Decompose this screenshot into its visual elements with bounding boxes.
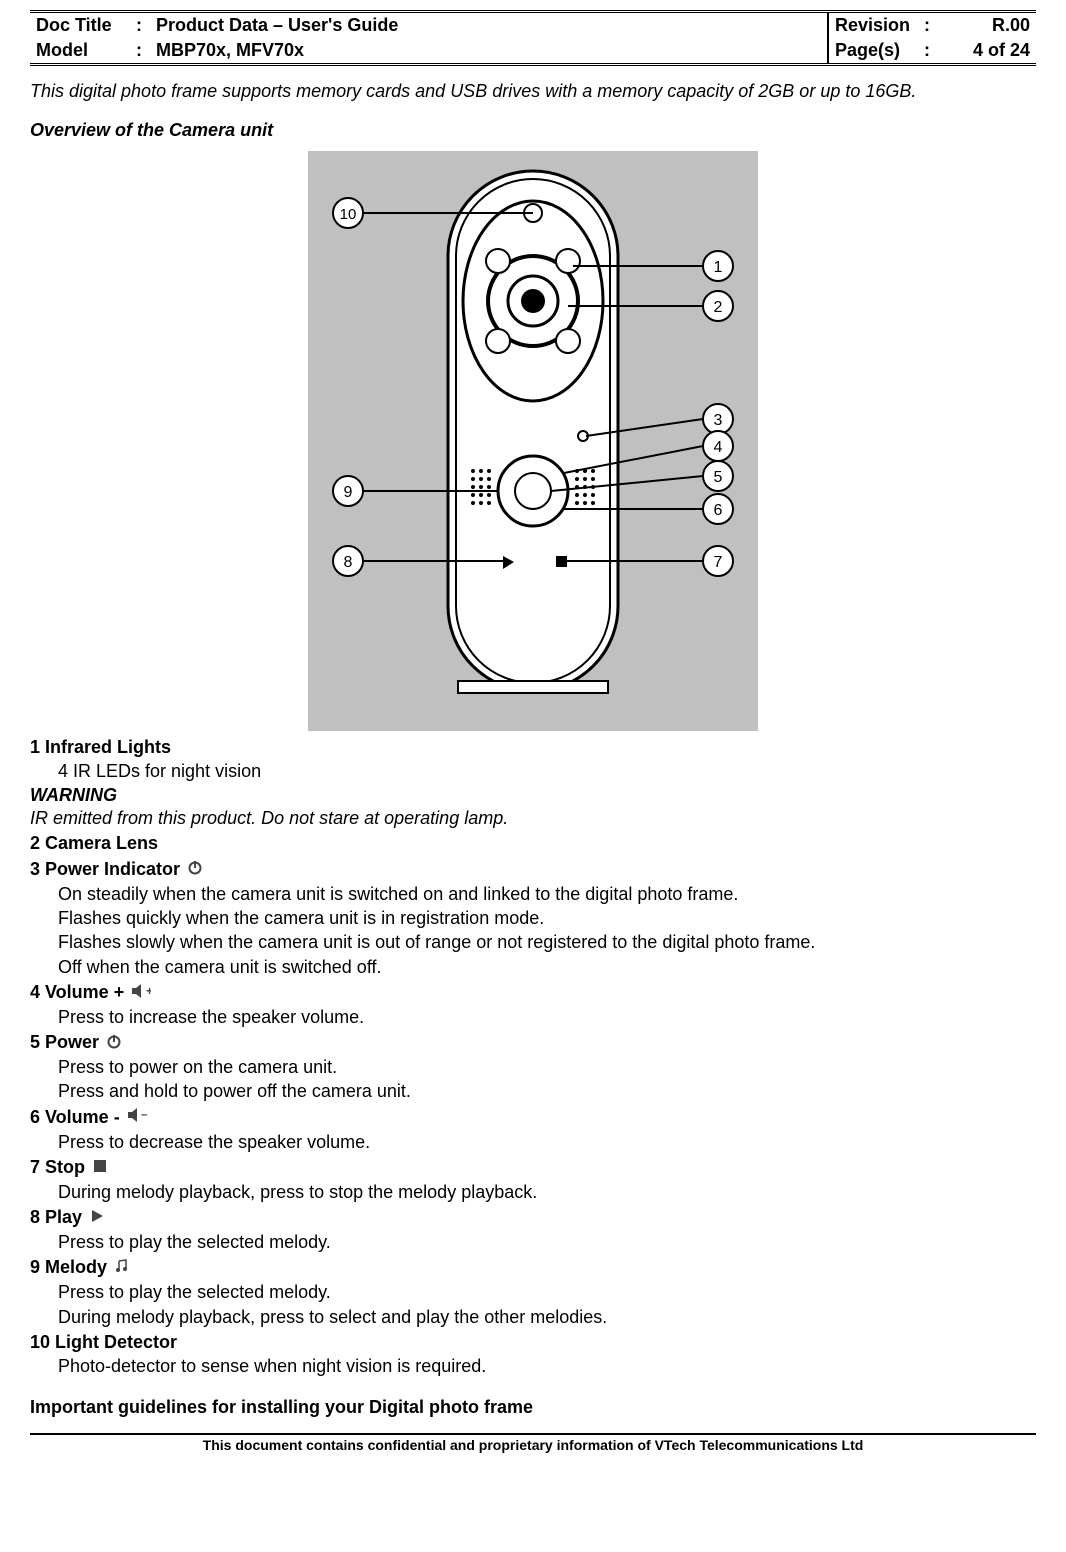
model-label: Model [30, 38, 130, 65]
callout-9: 9 [333, 476, 363, 506]
callout-5: 5 [703, 461, 733, 491]
doc-title-label: Doc Title [30, 12, 130, 39]
svg-text:8: 8 [344, 554, 353, 571]
revision-value: R.00 [936, 12, 1036, 39]
overview-title: Overview of the Camera unit [30, 120, 1036, 141]
item-desc: Press to power on the camera unit. [58, 1055, 1036, 1079]
items-list: 1 Infrared Lights 4 IR LEDs for night vi… [30, 736, 1036, 1379]
svg-text:10: 10 [340, 206, 357, 223]
svg-text:9: 9 [344, 484, 353, 501]
callout-6: 6 [703, 494, 733, 524]
svg-text:7: 7 [714, 554, 723, 571]
item-heading-8: 8 Play [30, 1206, 1036, 1230]
item-heading-6: 6 Volume - – [30, 1106, 1036, 1130]
item-desc: 4 IR LEDs for night vision [58, 759, 1036, 783]
item-desc: Photo-detector to sense when night visio… [58, 1354, 1036, 1378]
colon: : [130, 12, 150, 39]
intro-text: This digital photo frame supports memory… [30, 81, 1036, 102]
callout-3: 3 [703, 404, 733, 434]
item-heading-7: 7 Stop [30, 1156, 1036, 1180]
doc-header-table: Doc Title : Product Data – User's Guide … [30, 10, 1036, 66]
melody-icon [114, 1257, 130, 1280]
svg-text:2: 2 [714, 299, 723, 316]
item-heading-3: 3 Power Indicator [30, 858, 1036, 882]
pages-label: Page(s) [828, 38, 918, 65]
callout-10: 10 [333, 198, 363, 228]
power-icon [187, 858, 203, 881]
svg-text:5: 5 [714, 469, 723, 486]
item-desc: During melody playback, press to stop th… [58, 1180, 1036, 1204]
item-desc: During melody playback, press to select … [58, 1305, 1036, 1329]
footer-text: This document contains confidential and … [30, 1433, 1036, 1453]
item-heading-4: 4 Volume + + [30, 981, 1036, 1005]
item-desc: Flashes quickly when the camera unit is … [58, 906, 1036, 930]
final-heading: Important guidelines for installing your… [30, 1397, 1036, 1418]
svg-text:4: 4 [714, 439, 723, 456]
item-desc: Press to decrease the speaker volume. [58, 1130, 1036, 1154]
item-heading-5: 5 Power [30, 1031, 1036, 1055]
callout-8: 8 [333, 546, 363, 576]
colon: : [130, 38, 150, 65]
item-desc: Press to play the selected melody. [58, 1230, 1036, 1254]
item-desc: On steadily when the camera unit is swit… [58, 882, 1036, 906]
callout-4: 4 [703, 431, 733, 461]
camera-svg: 1 2 3 4 5 6 7 8 9 10 [308, 151, 758, 731]
item-heading-2: 2 Camera Lens [30, 832, 1036, 855]
doc-title-value: Product Data – User's Guide [150, 12, 828, 39]
callout-7: 7 [703, 546, 733, 576]
callout-1: 1 [703, 251, 733, 281]
volume-minus-icon: – [127, 1106, 147, 1129]
revision-label: Revision [828, 12, 918, 39]
item-desc: Press to increase the speaker volume. [58, 1005, 1036, 1029]
item-desc: Press to play the selected melody. [58, 1280, 1036, 1304]
svg-text:–: – [141, 1107, 147, 1121]
pages-value: 4 of 24 [936, 38, 1036, 65]
colon: : [918, 38, 936, 65]
item-heading-1: 1 Infrared Lights [30, 736, 1036, 759]
item-desc: Flashes slowly when the camera unit is o… [58, 930, 1036, 954]
item-desc: Off when the camera unit is switched off… [58, 955, 1036, 979]
svg-text:1: 1 [714, 259, 723, 276]
camera-diagram: 1 2 3 4 5 6 7 8 9 10 [308, 151, 758, 731]
model-value: MBP70x, MFV70x [150, 38, 828, 65]
volume-plus-icon: + [131, 982, 151, 1005]
warning-text: IR emitted from this product. Do not sta… [30, 807, 1036, 830]
warning-label: WARNING [30, 784, 1036, 807]
item-desc: Press and hold to power off the camera u… [58, 1079, 1036, 1103]
svg-text:+: + [146, 984, 151, 998]
callout-2: 2 [703, 291, 733, 321]
power-icon [106, 1032, 122, 1055]
colon: : [918, 12, 936, 39]
play-icon [89, 1207, 105, 1230]
svg-text:6: 6 [714, 502, 723, 519]
item-heading-9: 9 Melody [30, 1256, 1036, 1280]
stop-icon [92, 1157, 108, 1180]
item-heading-10: 10 Light Detector [30, 1331, 1036, 1354]
svg-text:3: 3 [714, 412, 723, 429]
